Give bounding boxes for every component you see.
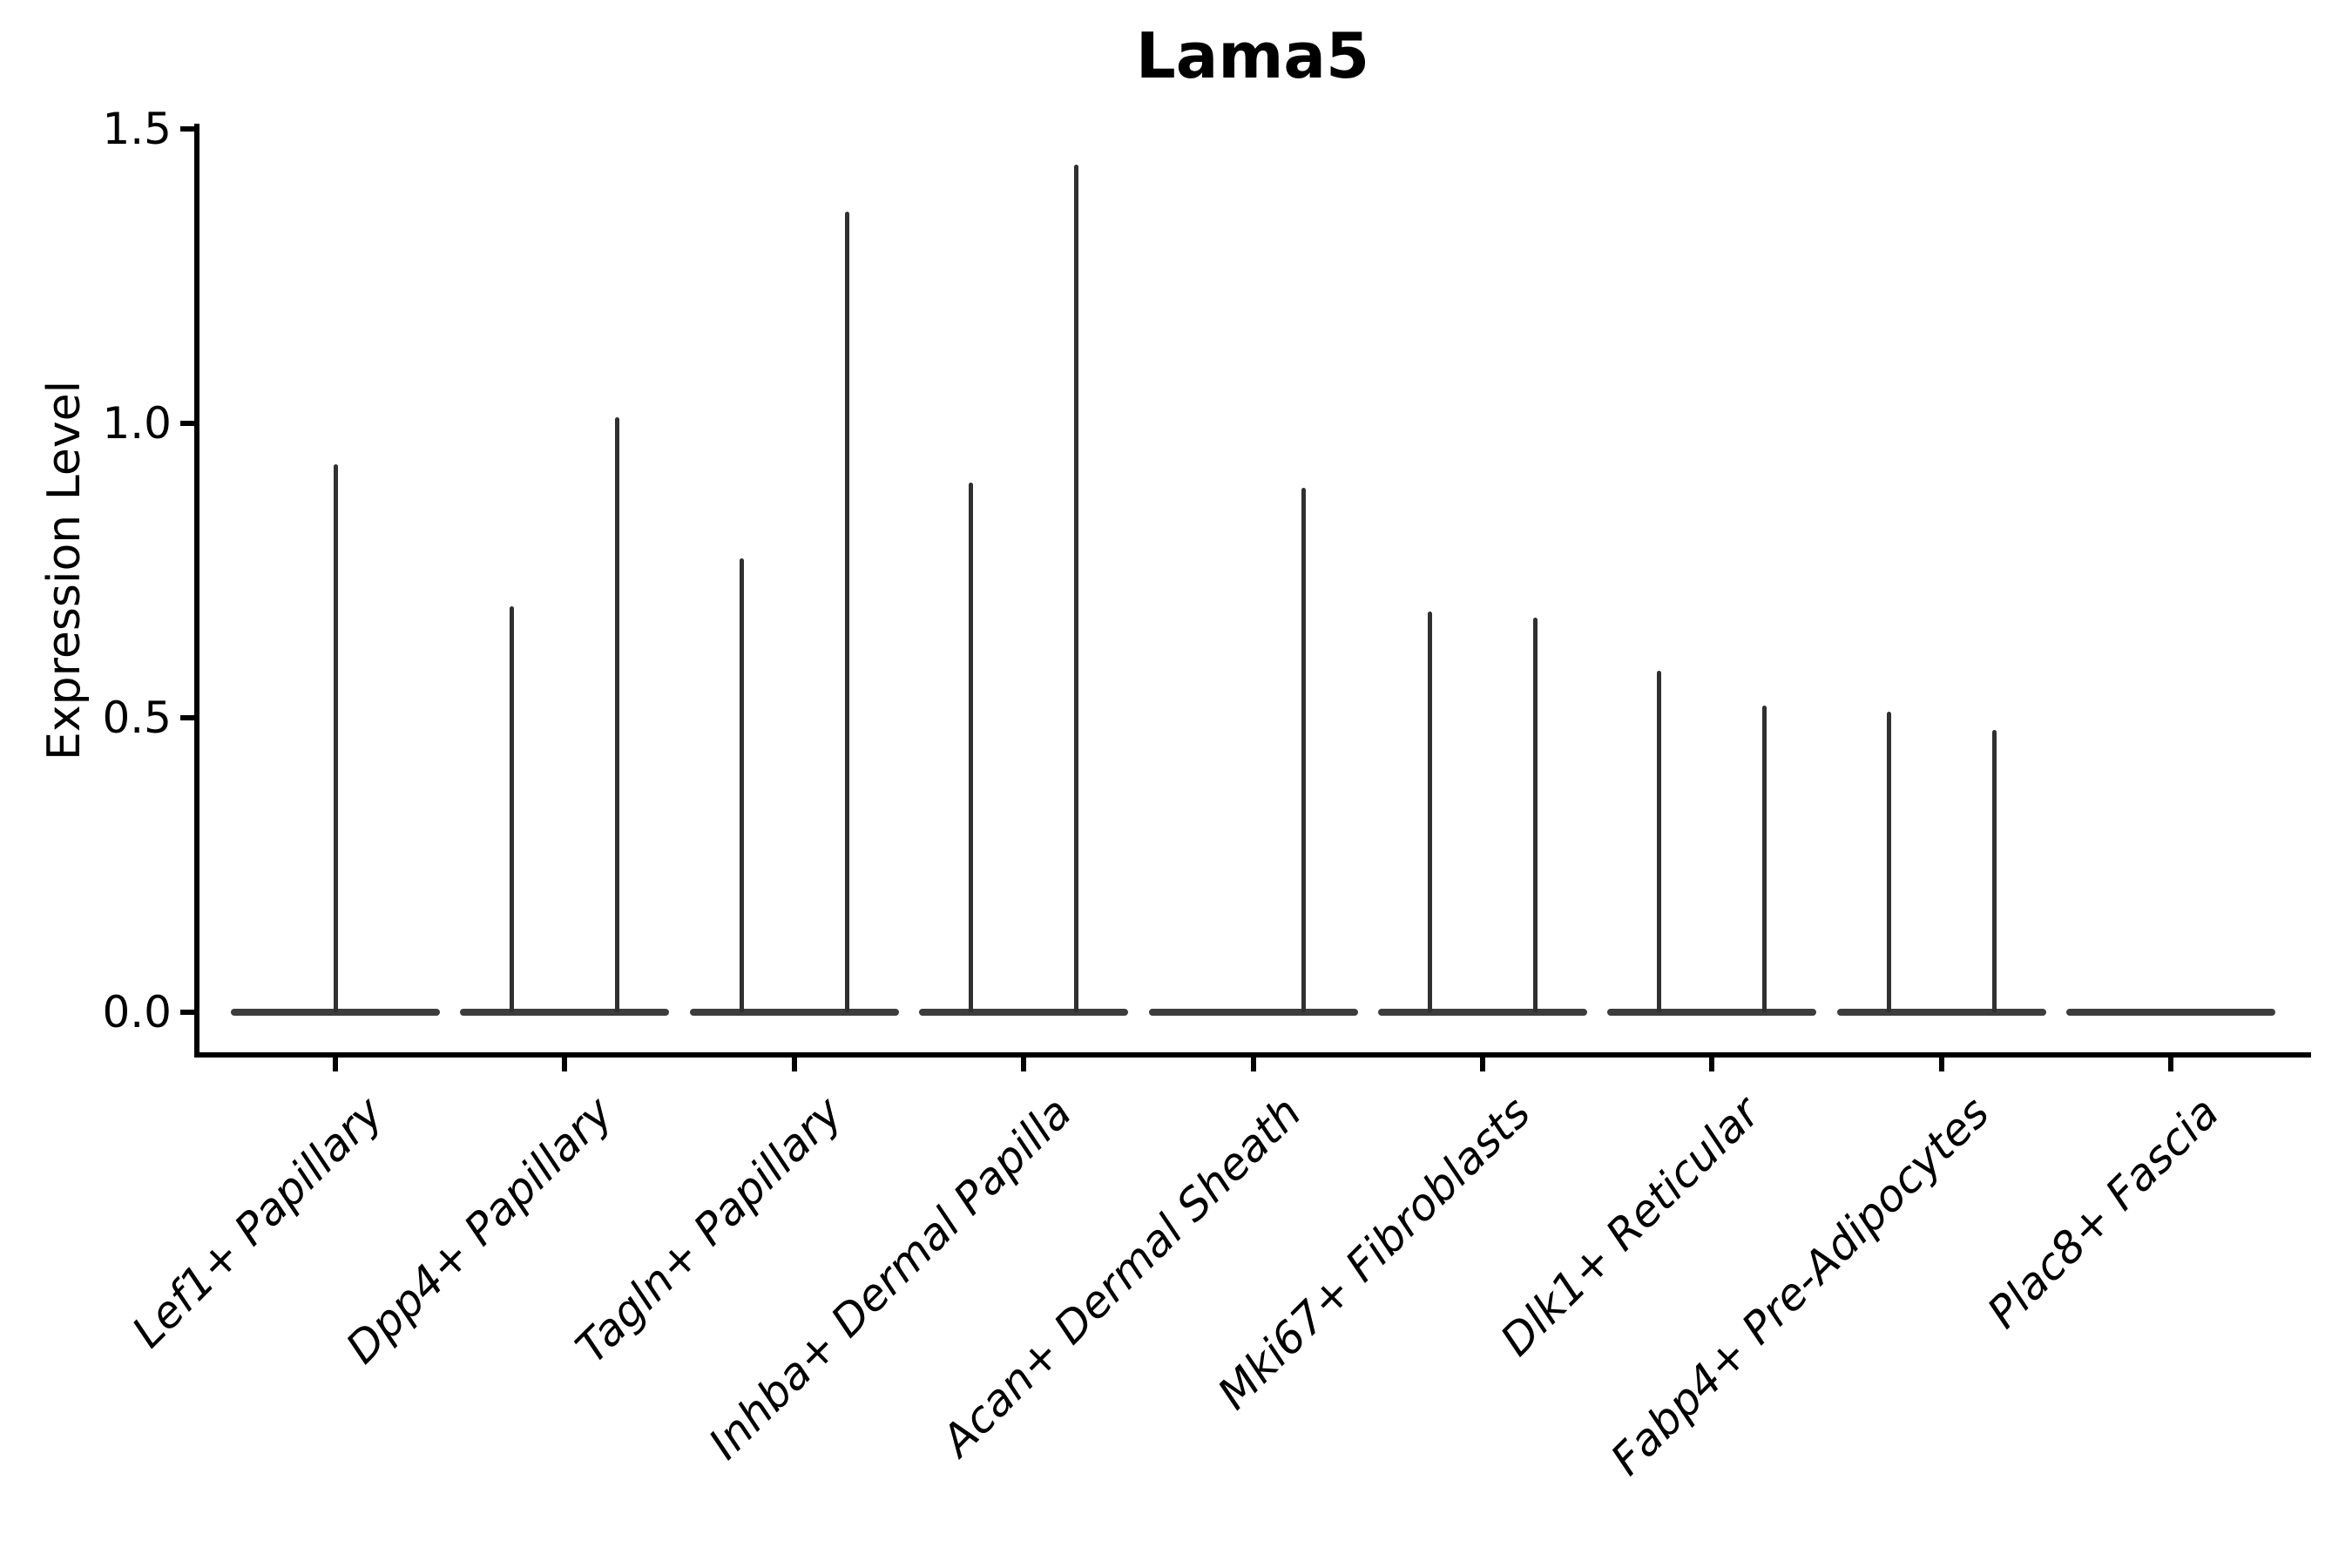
violin-spike <box>969 482 974 1012</box>
x-axis-spine <box>194 1052 2311 1058</box>
violin-spike <box>1074 164 1079 1012</box>
x-tick-mark <box>791 1058 797 1071</box>
violin-base <box>1378 1009 1587 1016</box>
y-tick-mark <box>180 715 194 720</box>
violin-spike <box>333 464 338 1012</box>
y-tick-label: 0.0 <box>102 987 172 1037</box>
violin-spike <box>1886 712 1891 1012</box>
x-tick-mark <box>2168 1058 2174 1071</box>
y-tick-label: 1.0 <box>102 398 172 449</box>
y-tick-label: 1.5 <box>102 104 172 154</box>
violin-spike <box>739 558 744 1012</box>
violin-base <box>460 1009 670 1016</box>
y-tick-label: 0.5 <box>102 693 172 743</box>
violin-spike <box>1301 488 1307 1012</box>
violin-base <box>919 1009 1129 1016</box>
x-tick-mark <box>1250 1058 1256 1071</box>
violin-spike <box>1657 670 1662 1012</box>
violin-spike <box>1427 612 1432 1012</box>
x-tick-mark <box>562 1058 568 1071</box>
violin-base <box>2066 1009 2276 1016</box>
violin-spike <box>844 211 849 1012</box>
x-tick-label: Plac8+ Fascia <box>1977 1087 2229 1338</box>
x-tick-mark <box>1480 1058 1485 1071</box>
violin-spike <box>1762 706 1767 1012</box>
x-tick-mark <box>1021 1058 1027 1071</box>
violin-spike <box>1991 729 1997 1012</box>
violin-spike <box>1533 618 1538 1012</box>
y-tick-mark <box>180 1010 194 1015</box>
x-tick-label: Inhba+ Dermal Papilla <box>699 1087 1082 1470</box>
violin-base <box>1148 1009 1358 1016</box>
violin-base <box>689 1009 899 1016</box>
x-tick-label: Fabp4+ Pre-Adipocytes <box>1601 1087 1999 1485</box>
y-tick-mark <box>180 126 194 132</box>
y-tick-mark <box>180 421 194 426</box>
violin-base <box>1607 1009 1817 1016</box>
x-tick-mark <box>1938 1058 1944 1071</box>
y-axis-spine <box>194 124 199 1058</box>
x-tick-mark <box>1709 1058 1715 1071</box>
x-tick-mark <box>333 1058 338 1071</box>
violin-base <box>1836 1009 2046 1016</box>
x-tick-label: Lef1+ Papillary <box>122 1087 394 1358</box>
violin-spike <box>615 417 620 1012</box>
violin-base <box>231 1009 440 1016</box>
chart-title: Lama5 <box>1135 19 1370 92</box>
violin-spike <box>510 605 515 1012</box>
